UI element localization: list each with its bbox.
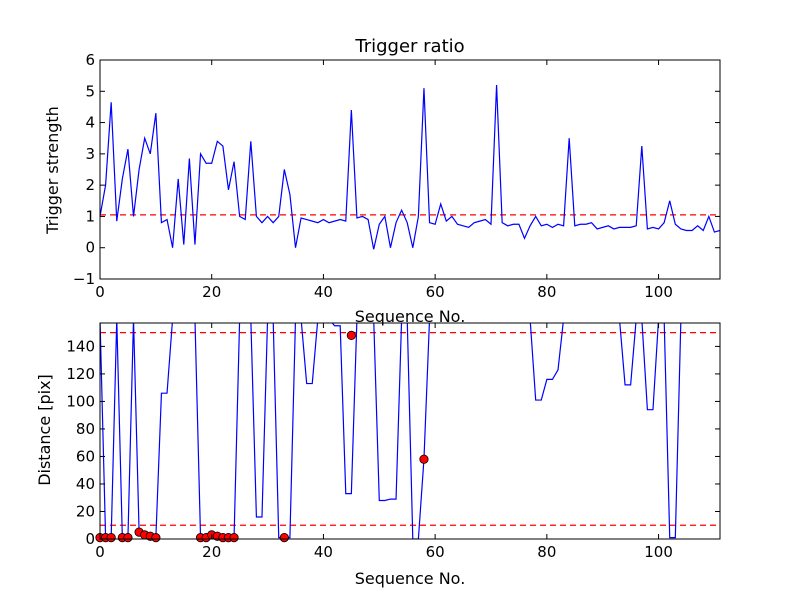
y-tick-label: 20 bbox=[76, 502, 95, 520]
axes-frame bbox=[99, 322, 721, 540]
marker-point bbox=[419, 454, 429, 464]
y-tick-label: 5 bbox=[85, 82, 95, 100]
y-tick-label: 100 bbox=[66, 392, 95, 410]
marker-point bbox=[151, 533, 161, 543]
y-tick-label: −1 bbox=[73, 270, 95, 288]
x-tick-label: 40 bbox=[314, 283, 333, 301]
axes-frame bbox=[99, 59, 721, 280]
x-tick-label: 60 bbox=[426, 543, 445, 561]
distance-panel: Distance [pix] Sequence No. 0 20 40 60 80 100… bbox=[35, 322, 721, 588]
x-tick-label: 80 bbox=[537, 283, 556, 301]
y-axis-label-trigger: Trigger strength bbox=[43, 106, 62, 235]
x-tick-label: 20 bbox=[202, 543, 221, 561]
y-tick-label: 140 bbox=[66, 337, 95, 355]
x-tick-label: 60 bbox=[426, 283, 445, 301]
x-tick-label: 0 bbox=[95, 543, 105, 561]
x-axis-label-bottom: Sequence No. bbox=[355, 569, 466, 588]
y-axis-label-distance: Distance [pix] bbox=[35, 374, 54, 486]
series-line-0 bbox=[100, 85, 720, 250]
marker-point bbox=[123, 533, 133, 543]
marker-point bbox=[106, 533, 116, 543]
y-tick-label: 6 bbox=[85, 51, 95, 69]
marker-point bbox=[346, 330, 356, 340]
y-tick-label: 1 bbox=[85, 207, 95, 225]
marker-point bbox=[279, 533, 289, 543]
y-tick-label: 120 bbox=[66, 365, 95, 383]
y-tick-label: 40 bbox=[76, 475, 95, 493]
marker-point bbox=[229, 533, 239, 543]
y-tick-label: 0 bbox=[85, 239, 95, 257]
y-tick-label: 80 bbox=[76, 420, 95, 438]
y-tick-label: 3 bbox=[85, 145, 95, 163]
chart-title: Trigger ratio bbox=[354, 36, 464, 57]
x-tick-label: 100 bbox=[644, 543, 673, 561]
x-tick-label: 80 bbox=[537, 543, 556, 561]
x-tick-label: 40 bbox=[314, 543, 333, 561]
y-tick-label: 60 bbox=[76, 447, 95, 465]
x-axis-label-top: Sequence No. bbox=[355, 307, 466, 326]
x-tick-label: 100 bbox=[644, 283, 673, 301]
distance-plot-area: 0 20 40 60 80 100 0 20 40 60 80 100 120 140 bbox=[66, 322, 721, 561]
trigger-ratio-panel: Trigger ratio Trigger strength Sequence … bbox=[43, 36, 721, 326]
x-tick-label: 0 bbox=[95, 283, 105, 301]
y-tick-label: 0 bbox=[85, 530, 95, 548]
y-tick-label: 4 bbox=[85, 114, 95, 132]
y-tick-label: 2 bbox=[85, 176, 95, 194]
x-tick-label: 20 bbox=[202, 283, 221, 301]
